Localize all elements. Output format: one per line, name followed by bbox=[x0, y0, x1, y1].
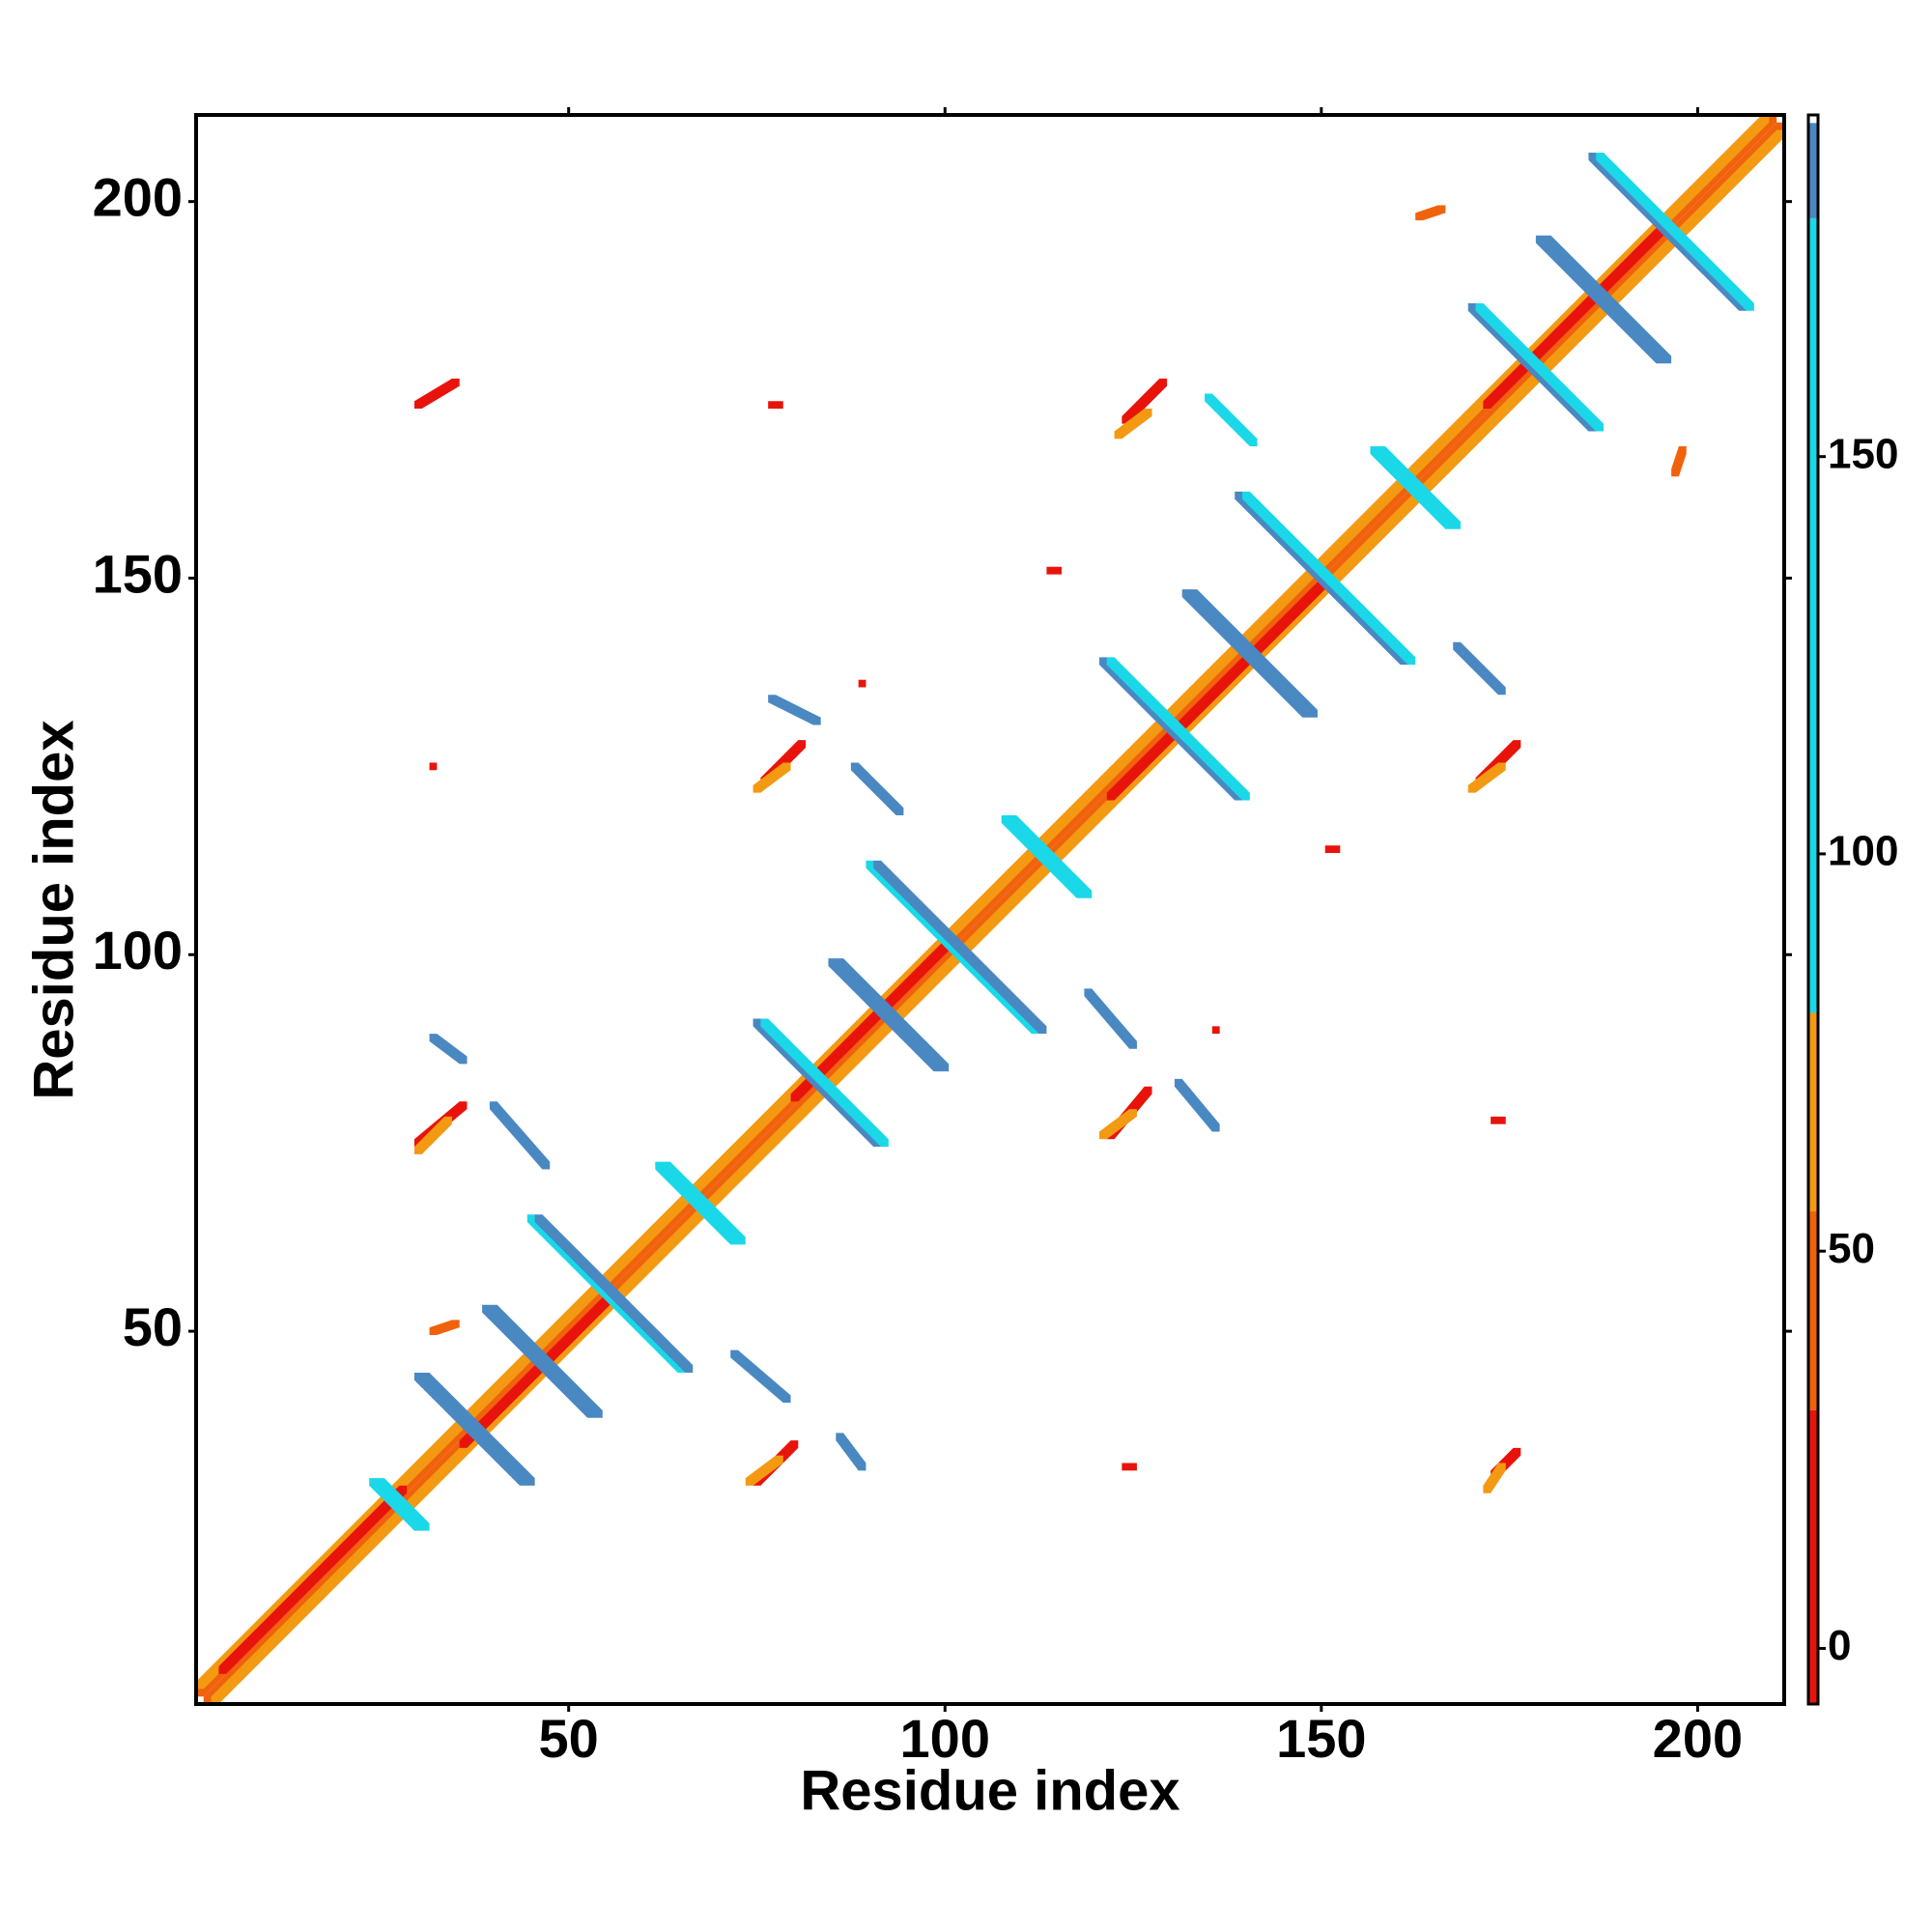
contact-cells bbox=[828, 958, 942, 1072]
contact-cells bbox=[836, 958, 950, 1072]
contact-cells bbox=[768, 695, 821, 725]
contact-cells bbox=[1235, 491, 1408, 666]
contact-cells bbox=[760, 1018, 889, 1148]
contact-cells bbox=[429, 1034, 468, 1065]
y-tick-label: 150 bbox=[93, 543, 183, 604]
contact-cells bbox=[1467, 302, 1597, 432]
contact-cells bbox=[1483, 1463, 1506, 1493]
contact-cells bbox=[768, 401, 783, 410]
x-tick-label: 50 bbox=[539, 1708, 599, 1769]
contact-cells bbox=[211, 129, 1785, 1704]
contact-cells bbox=[1467, 762, 1506, 793]
contact-cells bbox=[1588, 152, 1747, 311]
y-tick-label: 50 bbox=[123, 1296, 183, 1357]
x-axis-title: Residue index bbox=[800, 1759, 1179, 1822]
colorbar-tick-label: 0 bbox=[1828, 1622, 1851, 1669]
contact-cells bbox=[873, 860, 1047, 1035]
contact-cells bbox=[745, 1455, 783, 1486]
x-tick-label: 150 bbox=[1276, 1708, 1366, 1769]
contact-cells bbox=[196, 115, 1770, 1690]
contact-cells bbox=[1535, 235, 1664, 364]
contact-cells bbox=[1106, 657, 1250, 801]
contact-cells bbox=[1122, 1463, 1137, 1471]
contact-cells bbox=[489, 1304, 603, 1418]
x-tick-label: 200 bbox=[1653, 1708, 1743, 1769]
contact-cells bbox=[790, 943, 950, 1102]
contact-cells bbox=[1114, 409, 1152, 440]
colorbar-bin bbox=[1808, 1409, 1818, 1704]
contact-cells bbox=[421, 1372, 535, 1486]
contact-cells bbox=[1211, 1026, 1220, 1035]
contact-cells bbox=[1370, 446, 1454, 529]
contact-cells bbox=[1324, 845, 1341, 854]
plot-frame bbox=[194, 113, 1786, 1706]
contact-cells bbox=[1174, 1078, 1220, 1132]
contact-cells bbox=[413, 1116, 452, 1154]
colorbar-bin bbox=[1808, 217, 1818, 1013]
contact-cells bbox=[413, 1372, 527, 1486]
contact-cells bbox=[1491, 1116, 1506, 1124]
contact-cells bbox=[1483, 227, 1664, 410]
contact-cells bbox=[858, 679, 867, 688]
contact-cells bbox=[1084, 988, 1137, 1049]
x-tick-label: 100 bbox=[900, 1708, 990, 1769]
colorbar-bin bbox=[1808, 123, 1818, 218]
y-tick-label: 200 bbox=[93, 166, 183, 227]
contact-cells bbox=[1475, 302, 1605, 432]
contact-cells bbox=[369, 1478, 422, 1531]
colorbar-bin bbox=[1808, 115, 1818, 124]
y-tick-label: 100 bbox=[93, 920, 183, 980]
contact-cells bbox=[1205, 393, 1258, 447]
colorbar-bin bbox=[1808, 1012, 1818, 1212]
colorbar-frame bbox=[1806, 113, 1820, 1706]
contact-cells bbox=[1098, 1109, 1137, 1140]
contact-cells bbox=[196, 115, 1777, 1697]
contact-cells bbox=[730, 1350, 791, 1404]
y-axis-title: Residue index bbox=[22, 720, 85, 1099]
contact-cells bbox=[1543, 235, 1672, 364]
contact-cells bbox=[1046, 566, 1063, 575]
contact-cells bbox=[1189, 589, 1318, 718]
contact-cells bbox=[376, 1478, 430, 1531]
contact-cells bbox=[413, 378, 460, 410]
contact-cells bbox=[1001, 815, 1085, 898]
contact-cells bbox=[1009, 815, 1093, 898]
contact-cells bbox=[1106, 582, 1325, 801]
contact-cells bbox=[1671, 446, 1687, 477]
contact-cells bbox=[526, 1214, 686, 1373]
contact-cells bbox=[489, 1101, 551, 1170]
contact-cells bbox=[1415, 205, 1446, 221]
colorbar-tick-label: 100 bbox=[1828, 828, 1898, 875]
colorbar-tick-label: 150 bbox=[1828, 430, 1898, 477]
contact-cells bbox=[753, 762, 791, 793]
contact-cells bbox=[1596, 152, 1754, 311]
contact-cells bbox=[1181, 589, 1311, 718]
colorbar-bin bbox=[1808, 1211, 1818, 1410]
contact-cells bbox=[866, 860, 1039, 1035]
contact-cells bbox=[429, 1320, 460, 1335]
contact-cells bbox=[429, 762, 438, 771]
colorbar-tick-label: 50 bbox=[1828, 1225, 1875, 1272]
contact-cells bbox=[655, 1161, 738, 1245]
contact-cells bbox=[459, 1297, 611, 1448]
contact-cells bbox=[218, 1485, 408, 1674]
contact-cells bbox=[534, 1214, 694, 1373]
contact-cells bbox=[753, 1018, 882, 1148]
contact-cells bbox=[1378, 446, 1461, 529]
contact-cells bbox=[850, 762, 904, 816]
contact-cells bbox=[1453, 641, 1506, 696]
contact-cells bbox=[203, 122, 1784, 1704]
contact-cells bbox=[1242, 491, 1416, 666]
contact-cells bbox=[836, 1433, 867, 1471]
contact-cells bbox=[1122, 378, 1168, 424]
contact-cells bbox=[663, 1161, 746, 1245]
contact-cells bbox=[482, 1304, 595, 1418]
contact-cells bbox=[1098, 657, 1243, 801]
